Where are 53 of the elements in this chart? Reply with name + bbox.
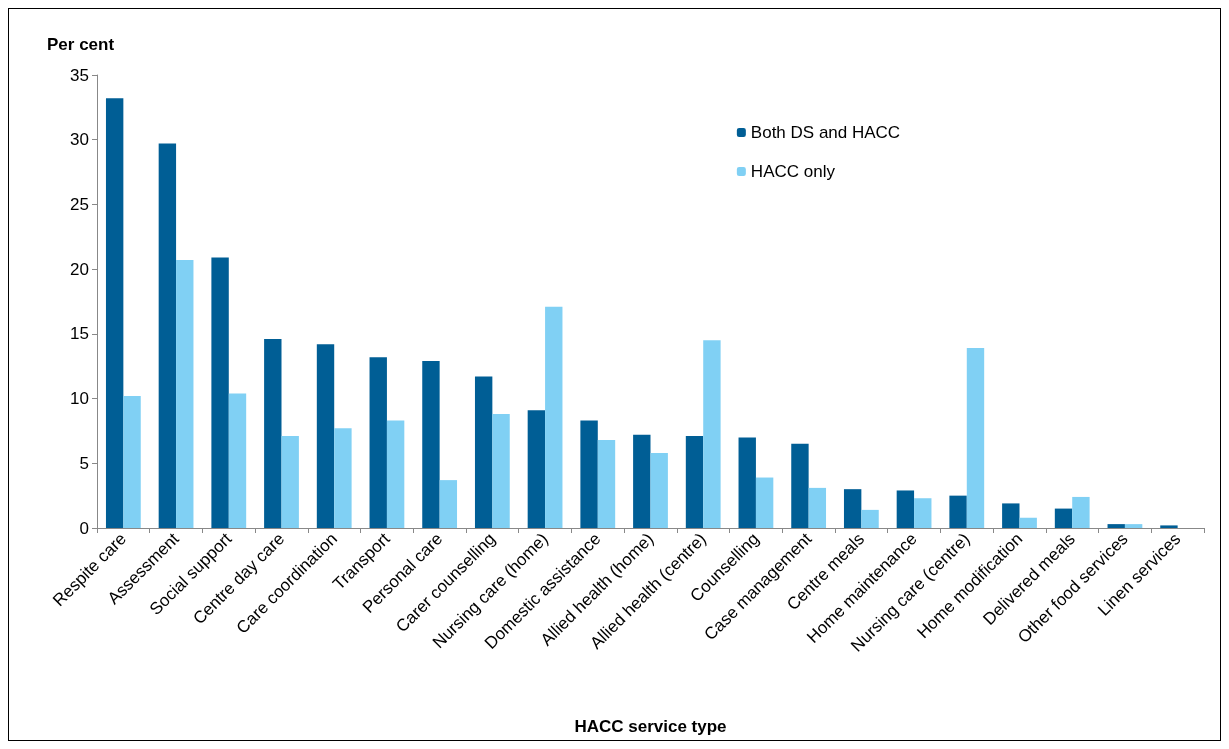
- bar: [439, 480, 458, 528]
- bar: [966, 348, 985, 528]
- y-tick-label: 5: [79, 453, 89, 473]
- y-tick-label: 20: [70, 259, 89, 279]
- bar: [597, 439, 616, 528]
- bar: [545, 306, 563, 528]
- bar: [211, 257, 229, 528]
- y-tick-label: 0: [79, 518, 89, 538]
- y-tick-label: 15: [70, 324, 89, 344]
- bar: [685, 436, 704, 528]
- bar: [843, 489, 862, 528]
- bar: [896, 490, 915, 528]
- y-axis-title: Per cent: [47, 35, 115, 54]
- bar: [914, 498, 932, 528]
- bar: [158, 143, 177, 528]
- bar: [492, 414, 510, 528]
- bar: [1002, 503, 1020, 528]
- bar: [334, 428, 352, 528]
- y-tick-label: 10: [70, 389, 89, 409]
- y-tick-label: 35: [70, 65, 89, 85]
- y-tick-label: 30: [70, 130, 89, 150]
- bar: [123, 395, 141, 528]
- bar: [1054, 508, 1073, 528]
- bar: [105, 98, 124, 528]
- bar: [633, 434, 651, 528]
- bar: [176, 260, 194, 528]
- bar: [703, 340, 721, 528]
- bar: [808, 487, 827, 528]
- bar: [527, 410, 546, 528]
- bar: [1124, 524, 1143, 528]
- bar: [1019, 517, 1037, 528]
- bar: [580, 420, 598, 528]
- bar: [316, 344, 335, 528]
- bar: [1072, 496, 1090, 528]
- bar: [474, 376, 493, 528]
- bar: [264, 339, 282, 528]
- legend-label: Both DS and HACC: [750, 123, 901, 142]
- bar: [422, 361, 440, 528]
- bar: [738, 437, 756, 528]
- legend-label: HACC only: [750, 162, 836, 181]
- bar: [386, 420, 405, 528]
- bar: [281, 436, 299, 528]
- bar: [861, 509, 879, 528]
- bar: [369, 357, 387, 528]
- bar: [228, 393, 247, 528]
- bar: [755, 477, 774, 528]
- bar: [791, 443, 809, 528]
- bar: [1107, 524, 1125, 528]
- y-tick-label: 25: [70, 194, 89, 214]
- bar: [650, 452, 668, 528]
- x-axis-title: HACC service type: [574, 717, 727, 736]
- bar: [949, 495, 967, 528]
- bar: [1160, 525, 1178, 528]
